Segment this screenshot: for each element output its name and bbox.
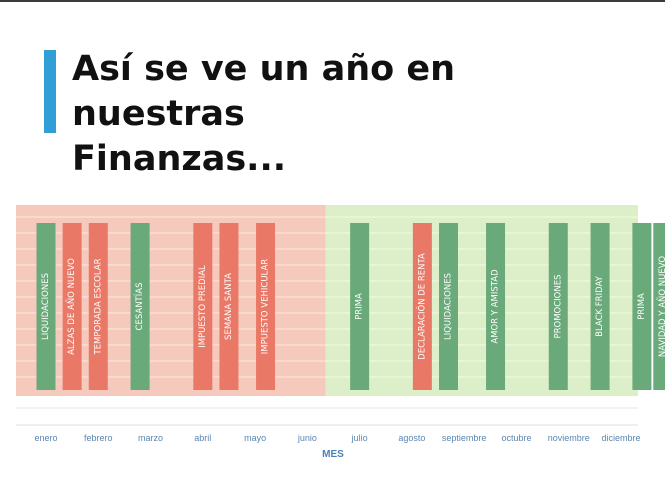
event-bar-14: PRIMA bbox=[632, 223, 652, 390]
slide-title: Así se ve un año en nuestras Finanzas... bbox=[72, 47, 632, 182]
month-tick-label: agosto bbox=[398, 433, 425, 443]
event-label: NAVIDAD Y AÑO NUEVO bbox=[657, 256, 665, 357]
month-tick-label: octubre bbox=[501, 433, 531, 443]
event-bar-rect bbox=[88, 223, 108, 390]
event-bar-9: DECLARACIÓN DE RENTA bbox=[412, 223, 432, 390]
event-bar-rect bbox=[256, 223, 276, 390]
event-label: ALZAS DE AÑO NUEVO bbox=[66, 258, 77, 355]
month-tick-label: abril bbox=[194, 433, 211, 443]
month-tick-label: noviembre bbox=[548, 433, 590, 443]
event-label: PROMOCIONES bbox=[553, 274, 563, 338]
x-axis-label: MES bbox=[322, 449, 344, 460]
event-bar-rect bbox=[590, 223, 610, 390]
event-bar-2: ALZAS DE AÑO NUEVO bbox=[62, 223, 82, 390]
event-bar-rect bbox=[130, 223, 150, 390]
event-bar-rect bbox=[219, 223, 239, 390]
event-bar-15: NAVIDAD Y AÑO NUEVO bbox=[653, 223, 665, 390]
month-tick-label: febrero bbox=[84, 433, 113, 443]
month-tick-label: marzo bbox=[138, 433, 163, 443]
event-bar-rect bbox=[653, 223, 665, 390]
event-label: TEMPORADA ESCOLAR bbox=[93, 258, 103, 355]
event-label: PRIMA bbox=[637, 293, 647, 320]
event-bar-1: LIQUIDACIONES bbox=[36, 223, 56, 390]
event-label: PRIMA bbox=[355, 293, 365, 320]
event-label: LIQUIDACIONES bbox=[41, 273, 51, 340]
event-label: CESANTÍAS bbox=[133, 283, 145, 331]
event-label: DECLARACIÓN DE RENTA bbox=[415, 253, 427, 360]
event-bar-8: PRIMA bbox=[350, 223, 370, 390]
event-bar-11: AMOR Y AMISTAD bbox=[486, 223, 506, 390]
event-bar-7: IMPUESTO VEHICULAR bbox=[256, 223, 276, 390]
event-label: LIQUIDACIONES bbox=[444, 273, 454, 340]
period-band-2 bbox=[325, 205, 638, 396]
event-bar-rect bbox=[62, 223, 82, 390]
chart-background bbox=[16, 205, 638, 396]
top-rule bbox=[0, 0, 665, 2]
chart-gridlines bbox=[16, 216, 638, 426]
period-band-1 bbox=[16, 205, 326, 396]
chart-axis: enero febrero marzo abril mayo junio julio agos… bbox=[34, 433, 640, 443]
event-bar-rect bbox=[36, 223, 56, 390]
slide-title-line-2: Finanzas... bbox=[72, 139, 287, 179]
month-tick-label: septiembre bbox=[442, 433, 487, 443]
month-tick-label: enero bbox=[34, 433, 57, 443]
event-bar-rect bbox=[350, 223, 370, 390]
event-bar-rect bbox=[632, 223, 652, 390]
event-bar-rect bbox=[548, 223, 568, 390]
event-bar-rect bbox=[193, 223, 213, 390]
event-bar-12: PROMOCIONES bbox=[548, 223, 568, 390]
chart-bars: LIQUIDACIONES ALZAS DE AÑO NUEVO TEMPORADA… bbox=[36, 223, 665, 390]
month-tick-label: diciembre bbox=[601, 433, 640, 443]
event-label: SEMANA SANTA bbox=[224, 273, 234, 340]
event-bar-6: SEMANA SANTA bbox=[219, 223, 239, 390]
event-label: AMOR Y AMISTAD bbox=[491, 269, 501, 344]
annual-finance-chart: LIQUIDACIONES ALZAS DE AÑO NUEVO TEMPORADA… bbox=[16, 205, 665, 460]
event-bar-3: TEMPORADA ESCOLAR bbox=[88, 223, 108, 390]
event-label: IMPUESTO VEHICULAR bbox=[261, 259, 271, 355]
event-label: BLACK FRIDAY bbox=[595, 275, 605, 336]
slide-title-line-1: Así se ve un año en nuestras bbox=[72, 49, 456, 134]
event-bar-4: CESANTÍAS bbox=[130, 223, 150, 390]
event-bar-5: IMPUESTO PREDIAL bbox=[193, 223, 213, 390]
month-tick-label: junio bbox=[297, 433, 317, 443]
event-bar-10: LIQUIDACIONES bbox=[439, 223, 458, 390]
event-bar-rect bbox=[412, 223, 432, 390]
event-bar-13: BLACK FRIDAY bbox=[590, 223, 610, 390]
event-bar-rect bbox=[486, 223, 506, 390]
event-label: IMPUESTO PREDIAL bbox=[198, 265, 208, 348]
month-tick-label: julio bbox=[351, 433, 368, 443]
event-bar-rect bbox=[439, 223, 458, 390]
title-accent-bar bbox=[44, 50, 56, 133]
month-tick-label: mayo bbox=[244, 433, 266, 443]
